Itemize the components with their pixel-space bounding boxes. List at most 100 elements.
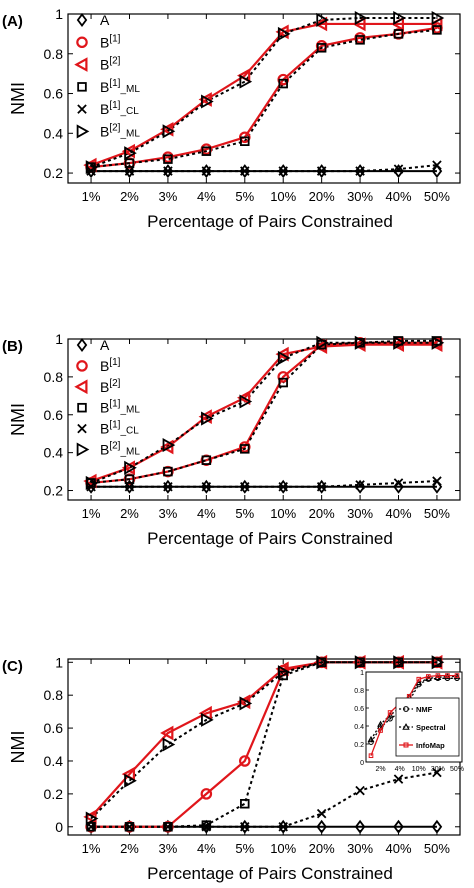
x-tick-label: 1%	[82, 506, 101, 521]
data-point	[201, 411, 214, 426]
inset-legend-label: Spectral	[416, 723, 446, 732]
legend-marker	[76, 360, 88, 372]
data-point	[393, 655, 406, 670]
data-point	[275, 24, 289, 40]
data-point	[201, 455, 212, 465]
data-point	[201, 94, 214, 109]
data-point	[160, 725, 174, 741]
data-point	[431, 655, 445, 670]
inset-y-tick-label: 0	[360, 760, 364, 767]
x-axis-label: Percentage of Pairs Constrained	[147, 212, 393, 231]
panel-label: (C)	[2, 658, 23, 675]
y-tick-label: 0.6	[44, 720, 64, 736]
x-tick-label: 2%	[120, 189, 139, 204]
legend-sub: _ML	[119, 128, 140, 139]
panel-c: 0 0.2 0.4 0.6 0.8 1 1% 2% 3% 4% 5% 10% 20% 30% 40% 50% (…	[2, 654, 464, 883]
legend-marker	[77, 104, 87, 114]
y-tick-label: 0.4	[44, 753, 64, 769]
data-point	[313, 16, 328, 32]
data-point	[121, 143, 135, 159]
x-tick-label: 40%	[385, 506, 411, 521]
legend-sup: [1]	[109, 100, 120, 111]
inset-data-point	[368, 739, 374, 745]
series-line-2	[90, 22, 437, 167]
legend-label: A	[100, 337, 110, 353]
legend-sup: [1]	[109, 399, 120, 410]
data-point	[124, 822, 135, 832]
data-point	[239, 696, 253, 711]
legend-name: B	[100, 442, 109, 458]
data-point	[393, 10, 406, 26]
data-point	[163, 154, 173, 164]
legend-label: B[1]	[100, 33, 121, 50]
data-point	[240, 166, 250, 176]
legend-label: A	[100, 12, 110, 28]
data-point	[393, 164, 404, 179]
data-point	[163, 166, 173, 176]
legend-marker	[76, 338, 88, 352]
data-point	[316, 43, 327, 53]
data-point	[239, 74, 253, 89]
inset-y-tick-label: 0.4	[354, 724, 364, 731]
x-tick-label: 30%	[347, 506, 373, 521]
data-point	[432, 160, 442, 170]
inset-data-point	[426, 674, 431, 679]
inset-series-line-2	[370, 674, 457, 756]
legend-marker	[76, 124, 90, 139]
data-point	[431, 335, 445, 350]
legend-sub: _CL	[119, 426, 139, 437]
legend-label: B[2]	[100, 378, 121, 395]
x-axis-label: Percentage of Pairs Constrained	[147, 529, 393, 548]
legend-name: A	[100, 12, 110, 28]
legend-name: B	[100, 123, 109, 139]
legend-marker	[77, 423, 87, 434]
y-tick-label: 0.8	[44, 687, 64, 703]
inset-legend-marker	[403, 742, 409, 748]
data-point	[277, 371, 289, 383]
inset-y-tick-label: 0.8	[354, 688, 364, 695]
legend-sup: [1]	[109, 357, 120, 368]
data-point	[277, 665, 291, 680]
legend-marker	[76, 36, 88, 49]
data-point	[201, 481, 212, 492]
inset-x-tick-label: 2%	[375, 766, 385, 773]
data-point	[316, 808, 327, 819]
inset-data-point	[435, 673, 441, 678]
legend-name: B	[100, 79, 109, 95]
y-tick-label: 0.8	[44, 46, 64, 62]
data-point	[160, 439, 174, 455]
legend-marker	[74, 57, 88, 72]
x-tick-label: 10%	[270, 189, 296, 204]
inset-x-tick-label: 30%	[431, 766, 445, 773]
data-point	[124, 166, 135, 176]
legend-sub: _ML	[119, 405, 140, 416]
x-tick-label: 4%	[197, 506, 216, 521]
data-point	[240, 444, 250, 454]
x-tick-label: 50%	[424, 506, 450, 521]
data-point	[393, 819, 404, 834]
x-tick-label: 30%	[347, 841, 373, 856]
series-line-3	[90, 28, 438, 169]
data-point	[278, 78, 288, 89]
x-tick-label: 1%	[82, 189, 101, 204]
x-tick-label: 5%	[235, 841, 254, 856]
data-point	[355, 166, 365, 176]
series-line-5	[90, 341, 437, 484]
data-point	[198, 92, 212, 107]
data-point	[163, 822, 173, 832]
data-point	[278, 481, 288, 492]
data-point	[393, 164, 404, 174]
panel-label: (A)	[2, 13, 23, 30]
inset-data-point	[416, 676, 422, 682]
data-point	[393, 478, 404, 488]
legend-sup: [2]	[109, 56, 120, 67]
x-tick-label: 10%	[270, 506, 296, 521]
x-tick-label: 3%	[159, 841, 178, 856]
data-point	[432, 25, 442, 35]
data-point	[124, 773, 137, 788]
x-axis-label: Percentage of Pairs Constrained	[147, 864, 393, 883]
data-point	[393, 335, 406, 350]
x-tick-label: 50%	[424, 841, 450, 856]
data-point	[240, 822, 250, 832]
y-tick-label: 0.6	[44, 407, 64, 423]
